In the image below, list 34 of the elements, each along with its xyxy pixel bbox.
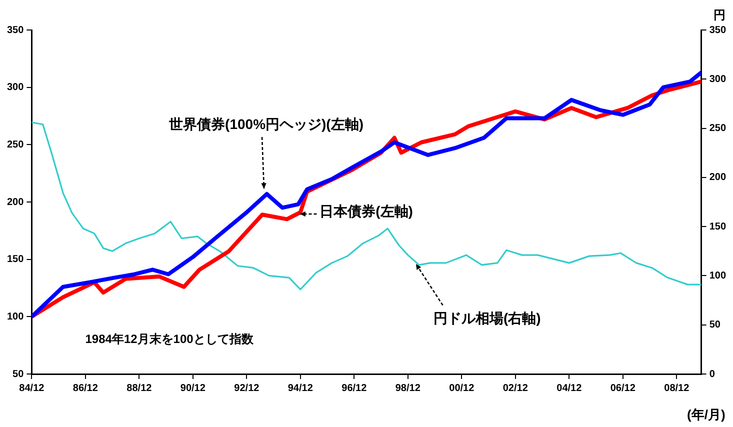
y-tick-label: 50 xyxy=(12,368,24,380)
y2-tick-label: 100 xyxy=(709,270,726,282)
y-tick-label: 350 xyxy=(6,24,24,36)
annotation: 1984年12月末を100として指数 xyxy=(85,330,254,348)
x-tick-label: 92/12 xyxy=(234,382,260,394)
y-tick-label: 200 xyxy=(6,196,24,208)
x-tick-label: 06/12 xyxy=(610,382,636,394)
y-tick-label: 100 xyxy=(6,311,24,322)
y2-tick-label: 50 xyxy=(709,320,721,331)
y-tick-label: 250 xyxy=(6,139,24,150)
y2-tick-label: 300 xyxy=(709,74,726,85)
y2-tick-label: 350 xyxy=(709,24,726,36)
x-tick-label: 90/12 xyxy=(180,382,206,394)
y2-tick-label: 0 xyxy=(709,368,716,380)
y2-axis-title: 円 xyxy=(713,7,726,24)
y2-tick-label: 200 xyxy=(709,172,726,184)
x-tick-label: 08/12 xyxy=(664,382,690,394)
text: 円ドル相場(右軸) xyxy=(433,310,541,328)
x-tick-label: 88/12 xyxy=(126,382,152,394)
x-tick-label: 98/12 xyxy=(395,382,421,394)
y2-tick-label: 150 xyxy=(709,221,726,232)
x-tick-label: 96/12 xyxy=(342,382,368,394)
series-label: 世界債券(100%円ヘッジ)(左軸) xyxy=(169,116,364,134)
y-tick-label: 150 xyxy=(6,254,24,266)
y-tick-label: 300 xyxy=(6,82,24,94)
x-axis-title: (年/月) xyxy=(687,406,726,424)
y2-tick-label: 250 xyxy=(709,123,726,134)
x-tick-label: 04/12 xyxy=(556,382,582,394)
x-tick-label: 94/12 xyxy=(288,382,314,394)
x-tick-label: 86/12 xyxy=(72,382,98,394)
x-tick-label: 02/12 xyxy=(502,382,528,394)
x-tick-label: 84/12 xyxy=(19,382,45,394)
series-label: 日本債券(左軸) xyxy=(320,203,413,222)
x-tick-label: 00/12 xyxy=(449,382,475,394)
